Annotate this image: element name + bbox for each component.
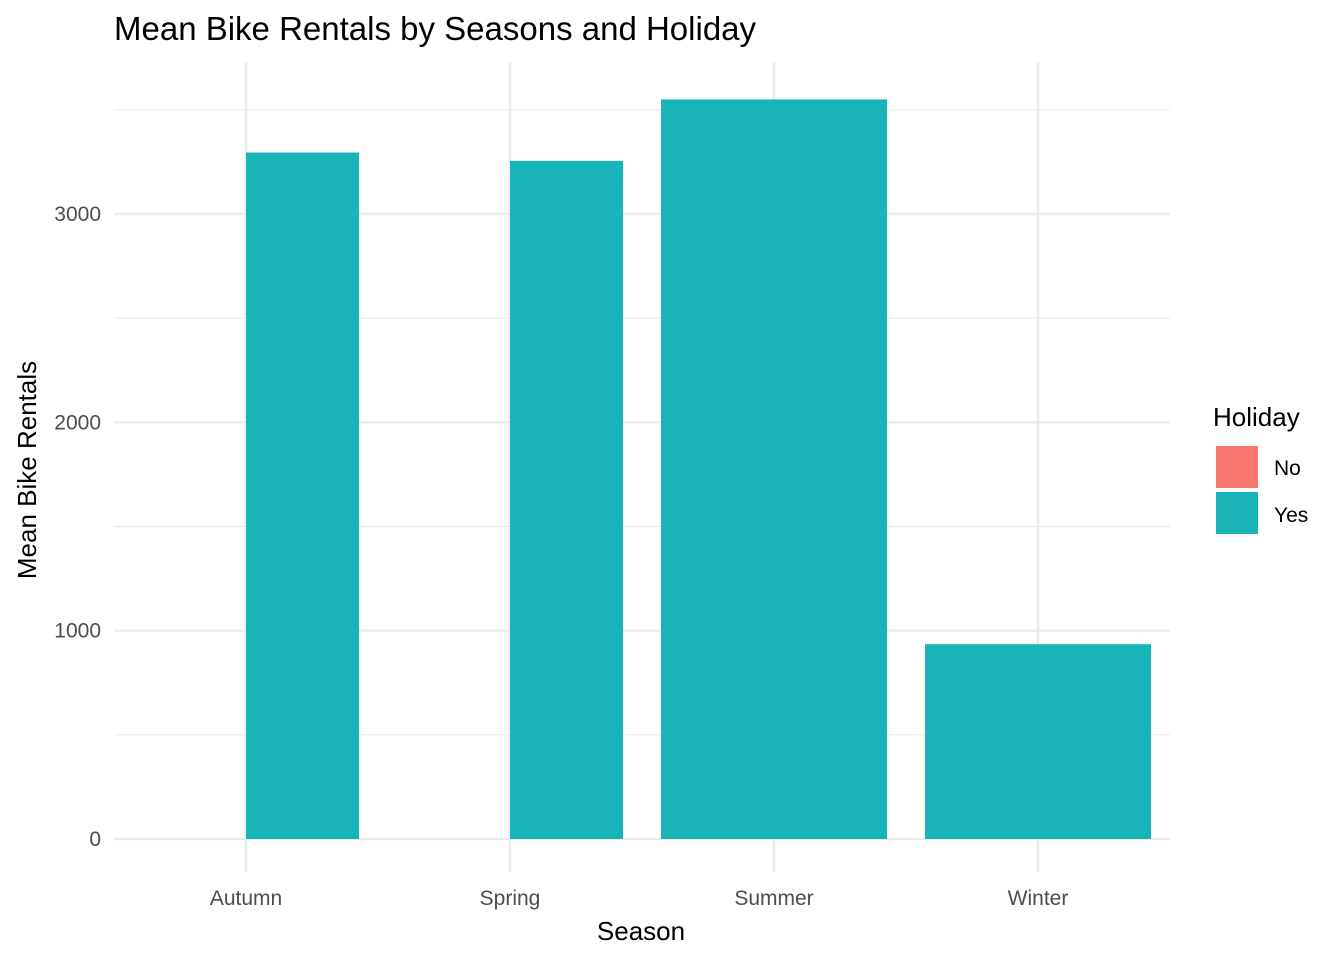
bar-spring-yes: [510, 160, 623, 839]
x-tick-label: Winter: [1008, 887, 1069, 910]
legend-label-yes: Yes: [1274, 504, 1308, 527]
y-tick-label: 3000: [54, 203, 101, 226]
legend-title: Holiday: [1213, 402, 1300, 432]
legend-label-no: No: [1274, 457, 1301, 480]
bar-winter-no: [925, 644, 1151, 839]
y-tick-label: 2000: [54, 411, 101, 434]
bar-autumn-yes: [246, 152, 359, 839]
x-tick-label: Summer: [734, 887, 813, 910]
legend-swatch-no: [1216, 446, 1258, 488]
y-axis-title: Mean Bike Rentals: [12, 361, 42, 579]
legend: Holiday No Yes: [1213, 402, 1308, 534]
y-tick-label: 0: [89, 828, 101, 851]
y-axis-ticks: 0 1000 2000 3000: [54, 203, 101, 851]
x-axis-title: Season: [597, 916, 685, 946]
x-tick-label: Autumn: [210, 887, 282, 910]
bars: [246, 99, 1151, 839]
x-axis-ticks: Autumn Spring Summer Winter: [210, 887, 1069, 910]
y-tick-label: 1000: [54, 620, 101, 643]
x-tick-label: Spring: [480, 887, 541, 910]
bar-summer-no: [661, 99, 887, 839]
chart-title: Mean Bike Rentals by Seasons and Holiday: [114, 10, 757, 47]
legend-swatch-yes: [1216, 492, 1258, 534]
